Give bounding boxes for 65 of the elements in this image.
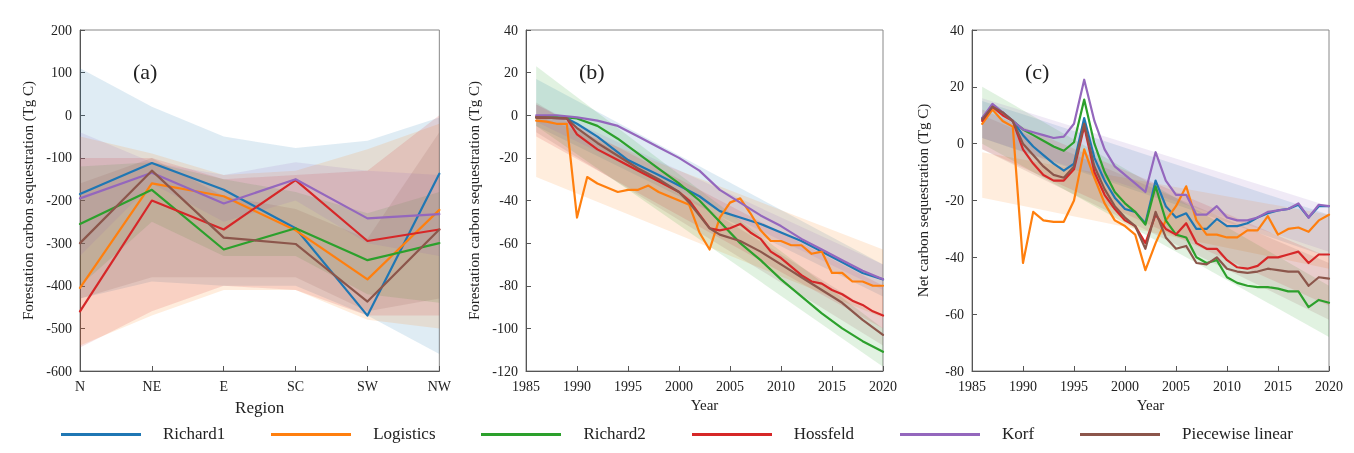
annotation: (a) [132, 58, 158, 84]
y-tick-label: -20 [499, 150, 518, 166]
x-tick-label: E [219, 378, 229, 394]
y-tick-label: -200 [46, 193, 72, 208]
y-tick-label: -100 [46, 150, 72, 166]
x-tick-label: 2020 [869, 378, 897, 394]
x-tick-label: 1990 [1009, 378, 1037, 394]
y-tick-label: -60 [499, 235, 518, 251]
y-tick-label: 100 [51, 65, 72, 81]
y-tick-label: -20 [945, 193, 964, 208]
x-tick-label: 1995 [614, 378, 642, 394]
y-tick-label: 40 [950, 22, 964, 38]
x-tick-label: 1990 [563, 378, 591, 394]
legend-label: Hossfeld [793, 424, 855, 444]
x-axis-title: Region [235, 398, 285, 417]
x-tick-label: 1985 [958, 378, 986, 394]
x-tick-label: 2015 [818, 378, 846, 394]
y-tick-label: -60 [945, 306, 964, 322]
x-tick-label: NE [142, 378, 162, 394]
legend-label: Richard2 [583, 424, 646, 444]
x-axis-title: Year [1136, 397, 1165, 414]
x-tick-label: N [74, 378, 86, 394]
x-tick-label: 2000 [665, 378, 693, 394]
y-tick-label: -80 [499, 278, 518, 294]
y-tick-label: -40 [499, 193, 518, 208]
legend-label: Richard1 [162, 424, 226, 444]
y-tick-label: -40 [945, 249, 964, 265]
x-axis-title: Year [690, 397, 719, 414]
legend-label: Korf [1002, 424, 1035, 444]
y-tick-label: -120 [492, 363, 518, 379]
x-tick-label: 2010 [767, 378, 795, 394]
annotation: (c) [1024, 58, 1050, 84]
y-tick-label: 0 [957, 136, 964, 152]
y-tick-label: 40 [504, 22, 518, 38]
y-tick-label: -400 [46, 278, 72, 294]
y-tick-label: -500 [46, 320, 72, 336]
x-tick-label: 2005 [716, 378, 744, 394]
y-axis-title: Net carbon sequestration (Tg C) [914, 103, 932, 298]
x-tick-label: SW [356, 378, 379, 394]
legend-label: Piecewise linear [1182, 424, 1293, 444]
line-series [78, 182, 441, 289]
x-tick-label: 1985 [512, 378, 540, 394]
y-tick-label: 0 [511, 107, 518, 123]
x-tick-label: 2010 [1213, 378, 1241, 394]
x-tick-label: NW [427, 378, 452, 394]
x-tick-label: 2005 [1162, 378, 1190, 394]
y-axis-title: Forestation carbon sequestration (Tg C) [19, 80, 37, 321]
y-axis-title: Forestation carbon sequestration (Tg C) [465, 80, 483, 321]
line-series [78, 188, 441, 262]
y-tick-label: 0 [65, 107, 72, 123]
y-tick-label: 20 [950, 79, 964, 95]
y-tick-label: -300 [46, 235, 72, 251]
x-tick-label: SC [287, 378, 305, 394]
y-tick-label: 200 [51, 22, 72, 38]
x-tick-label: 1995 [1060, 378, 1088, 394]
annotation: (b) [578, 58, 605, 84]
y-tick-label: 20 [504, 65, 518, 81]
x-tick-label: 2015 [1264, 378, 1292, 394]
x-tick-label: 2000 [1111, 378, 1139, 394]
y-tick-label: -100 [492, 320, 518, 336]
x-tick-label: 2020 [1315, 378, 1343, 394]
y-tick-label: -80 [945, 363, 964, 379]
line-series [78, 171, 441, 220]
y-tick-label: -600 [46, 363, 72, 379]
legend-label: Logistics [373, 424, 436, 444]
